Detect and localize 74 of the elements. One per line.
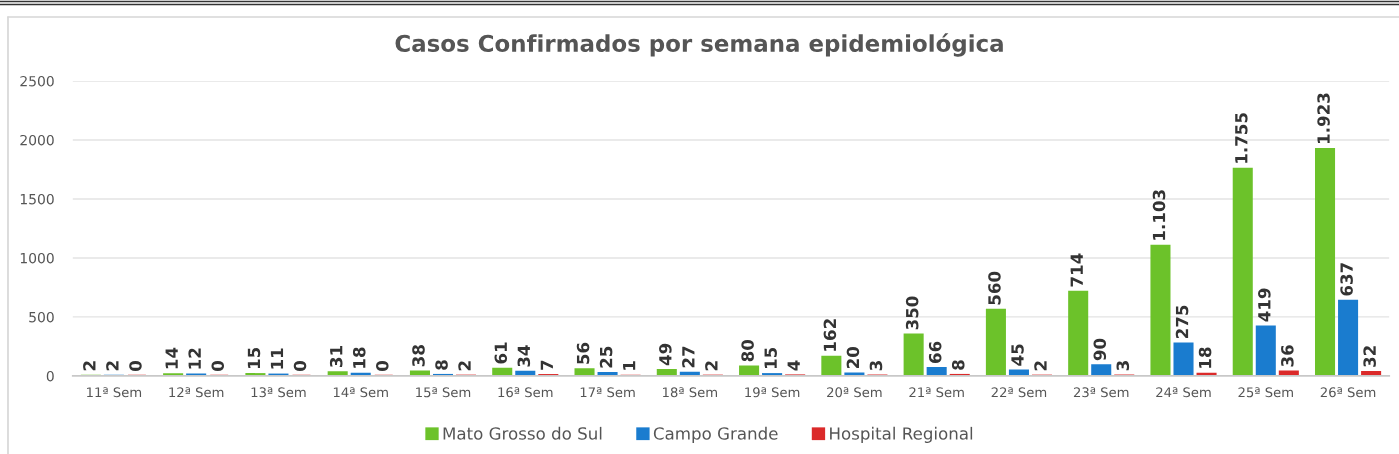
data-label: 4 xyxy=(787,360,800,371)
data-label: 0 xyxy=(129,360,142,371)
data-label: 419 xyxy=(1258,288,1271,322)
x-tick-label: 11ª Sem xyxy=(87,387,142,398)
data-label: 1.755 xyxy=(1235,113,1248,163)
x-tick-label: 14ª Sem xyxy=(333,387,388,398)
x-tick-label: 22ª Sem xyxy=(991,387,1047,398)
data-label: 20 xyxy=(846,346,860,369)
data-label: 80 xyxy=(741,339,754,362)
data-label: 0 xyxy=(375,360,389,371)
x-tick-label: 24ª Sem xyxy=(1156,387,1211,398)
data-label: 66 xyxy=(928,341,942,363)
data-label: 31 xyxy=(329,346,343,367)
data-label: 8 xyxy=(951,360,965,370)
data-label: 18 xyxy=(1198,347,1212,368)
legend-label: Campo Grande xyxy=(653,426,778,443)
y-tick-label: 2500 xyxy=(20,75,54,87)
data-label: 12 xyxy=(188,348,201,369)
y-tick-label: 0 xyxy=(46,370,54,382)
data-label: 36 xyxy=(1281,345,1294,367)
data-label: 3 xyxy=(869,361,883,371)
data-label: 3 xyxy=(1116,361,1130,371)
data-label: 32 xyxy=(1363,346,1376,367)
data-label: 14 xyxy=(165,347,178,369)
data-label: 18 xyxy=(352,347,366,368)
legend-label: Hospital Regional xyxy=(830,426,973,443)
x-tick-label: 18ª Sem xyxy=(663,387,717,398)
x-tick-label: 15ª Sem xyxy=(416,387,471,398)
x-tick-label: 19ª Sem xyxy=(745,387,800,398)
y-tick-label: 1500 xyxy=(20,193,54,205)
data-label: 2 xyxy=(106,361,119,371)
data-label: 56 xyxy=(576,342,590,364)
x-tick-label: 13ª Sem xyxy=(251,387,306,398)
x-tick-label: 26ª Sem xyxy=(1320,387,1376,398)
data-label: 162 xyxy=(823,319,837,351)
data-label: 275 xyxy=(1175,305,1189,338)
data-label: 15 xyxy=(764,347,777,369)
x-tick-label: 16ª Sem xyxy=(498,387,553,398)
data-label: 7 xyxy=(540,360,553,370)
data-label: 25 xyxy=(599,346,613,368)
x-tick-label: 17ª Sem xyxy=(580,387,635,398)
data-label: 2 xyxy=(83,361,96,371)
data-label: 637 xyxy=(1340,263,1353,296)
data-label: 27 xyxy=(682,346,695,368)
y-tick-label: 1000 xyxy=(20,252,54,264)
x-tick-label: 21ª Sem xyxy=(909,387,964,398)
x-tick-label: 25ª Sem xyxy=(1238,387,1293,398)
data-label: 0 xyxy=(211,360,225,371)
data-label: 2 xyxy=(705,361,718,371)
x-tick-label: 23ª Sem xyxy=(1073,387,1129,398)
data-label: 714 xyxy=(1070,253,1083,287)
y-tick-label: 2000 xyxy=(20,134,54,146)
data-label: 1.103 xyxy=(1152,190,1166,240)
legend-label: Mato Grosso do Sul xyxy=(443,426,602,440)
data-label: 90 xyxy=(1093,338,1107,361)
data-label: 61 xyxy=(494,342,508,364)
data-label: 1.923 xyxy=(1317,93,1330,144)
data-label: 15 xyxy=(247,347,261,369)
x-tick-label: 12ª Sem xyxy=(169,387,224,398)
data-label: 1 xyxy=(623,361,636,370)
data-label: 2 xyxy=(458,361,471,371)
y-tick-label: 500 xyxy=(29,311,54,323)
data-label: 8 xyxy=(435,360,448,370)
data-label: 34 xyxy=(517,345,531,367)
chart-title: Casos Confirmados por semana epidemiológica xyxy=(395,33,1003,57)
data-label: 0 xyxy=(293,360,307,371)
data-label: 560 xyxy=(988,271,1001,305)
data-label: 49 xyxy=(659,343,672,366)
data-label: 350 xyxy=(905,296,919,330)
x-tick-label: 20ª Sem xyxy=(827,387,882,398)
data-label: 45 xyxy=(1011,344,1024,366)
data-label: 2 xyxy=(1034,361,1047,371)
data-label: 38 xyxy=(412,345,425,367)
data-label: 11 xyxy=(270,348,284,369)
